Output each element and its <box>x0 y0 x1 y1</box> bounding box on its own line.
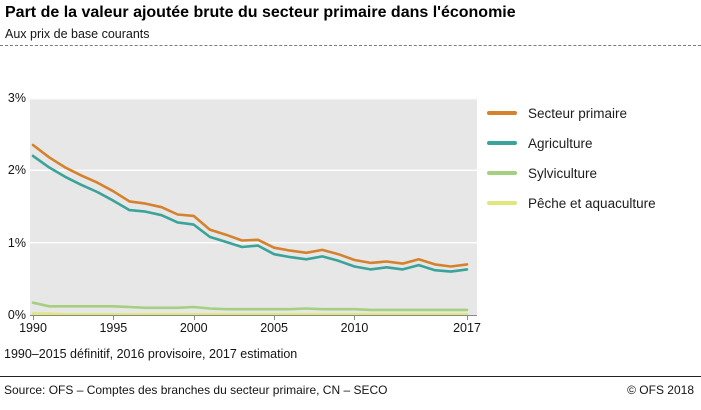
footnote: 1990–2015 définitif, 2016 provisoire, 20… <box>4 347 298 361</box>
x-tick-label: 2000 <box>179 321 208 335</box>
x-axis-tick <box>467 316 468 320</box>
copyright-text: © OFS 2018 <box>627 383 694 397</box>
page-subtitle: Aux prix de base courants <box>5 27 150 41</box>
x-tick-label: 2005 <box>260 321 289 335</box>
x-tick-label: 1995 <box>99 321 128 335</box>
y-tick-label: 1% <box>7 235 26 250</box>
y-tick-label: 0% <box>7 308 26 322</box>
x-tick-label: 1990 <box>19 321 47 335</box>
x-axis-tick <box>33 316 34 320</box>
x-axis-tick <box>354 316 356 320</box>
page-title: Part de la valeur ajoutée brute du secte… <box>5 4 516 21</box>
legend-item: Pêche et aquaculture <box>487 195 656 211</box>
y-tick-label: 2% <box>7 163 26 178</box>
line-chart <box>30 98 477 315</box>
x-tick-label: 2017 <box>453 321 481 335</box>
legend-swatch <box>487 171 517 175</box>
series-agriculture <box>31 154 469 273</box>
source-text: Source: OFS – Comptes des branches du se… <box>4 383 388 397</box>
plot-area <box>30 98 477 316</box>
legend-swatch <box>487 141 517 145</box>
legend-swatch <box>487 201 517 205</box>
x-axis-tick <box>113 316 115 320</box>
legend-swatch <box>487 111 517 115</box>
series-p-che-et-aquaculture <box>31 312 469 315</box>
x-axis-tick <box>193 316 195 320</box>
legend-label: Pêche et aquaculture <box>528 195 656 211</box>
series-sylviculture <box>31 301 469 312</box>
x-tick-label: 2010 <box>340 321 369 335</box>
legend: Secteur primaire Agriculture Sylviculture P… <box>487 105 656 225</box>
legend-item: Agriculture <box>487 135 656 151</box>
footer: Source: OFS – Comptes des branches du se… <box>0 376 701 397</box>
legend-label: Agriculture <box>528 135 593 151</box>
legend-item: Sylviculture <box>487 165 656 181</box>
legend-item: Secteur primaire <box>487 105 656 121</box>
y-tick-label: 3% <box>7 91 26 105</box>
dashed-separator <box>0 45 701 46</box>
legend-label: Secteur primaire <box>528 105 628 121</box>
x-axis-tick <box>274 316 276 320</box>
series-secteur-primaire <box>31 143 469 268</box>
legend-label: Sylviculture <box>528 165 598 181</box>
